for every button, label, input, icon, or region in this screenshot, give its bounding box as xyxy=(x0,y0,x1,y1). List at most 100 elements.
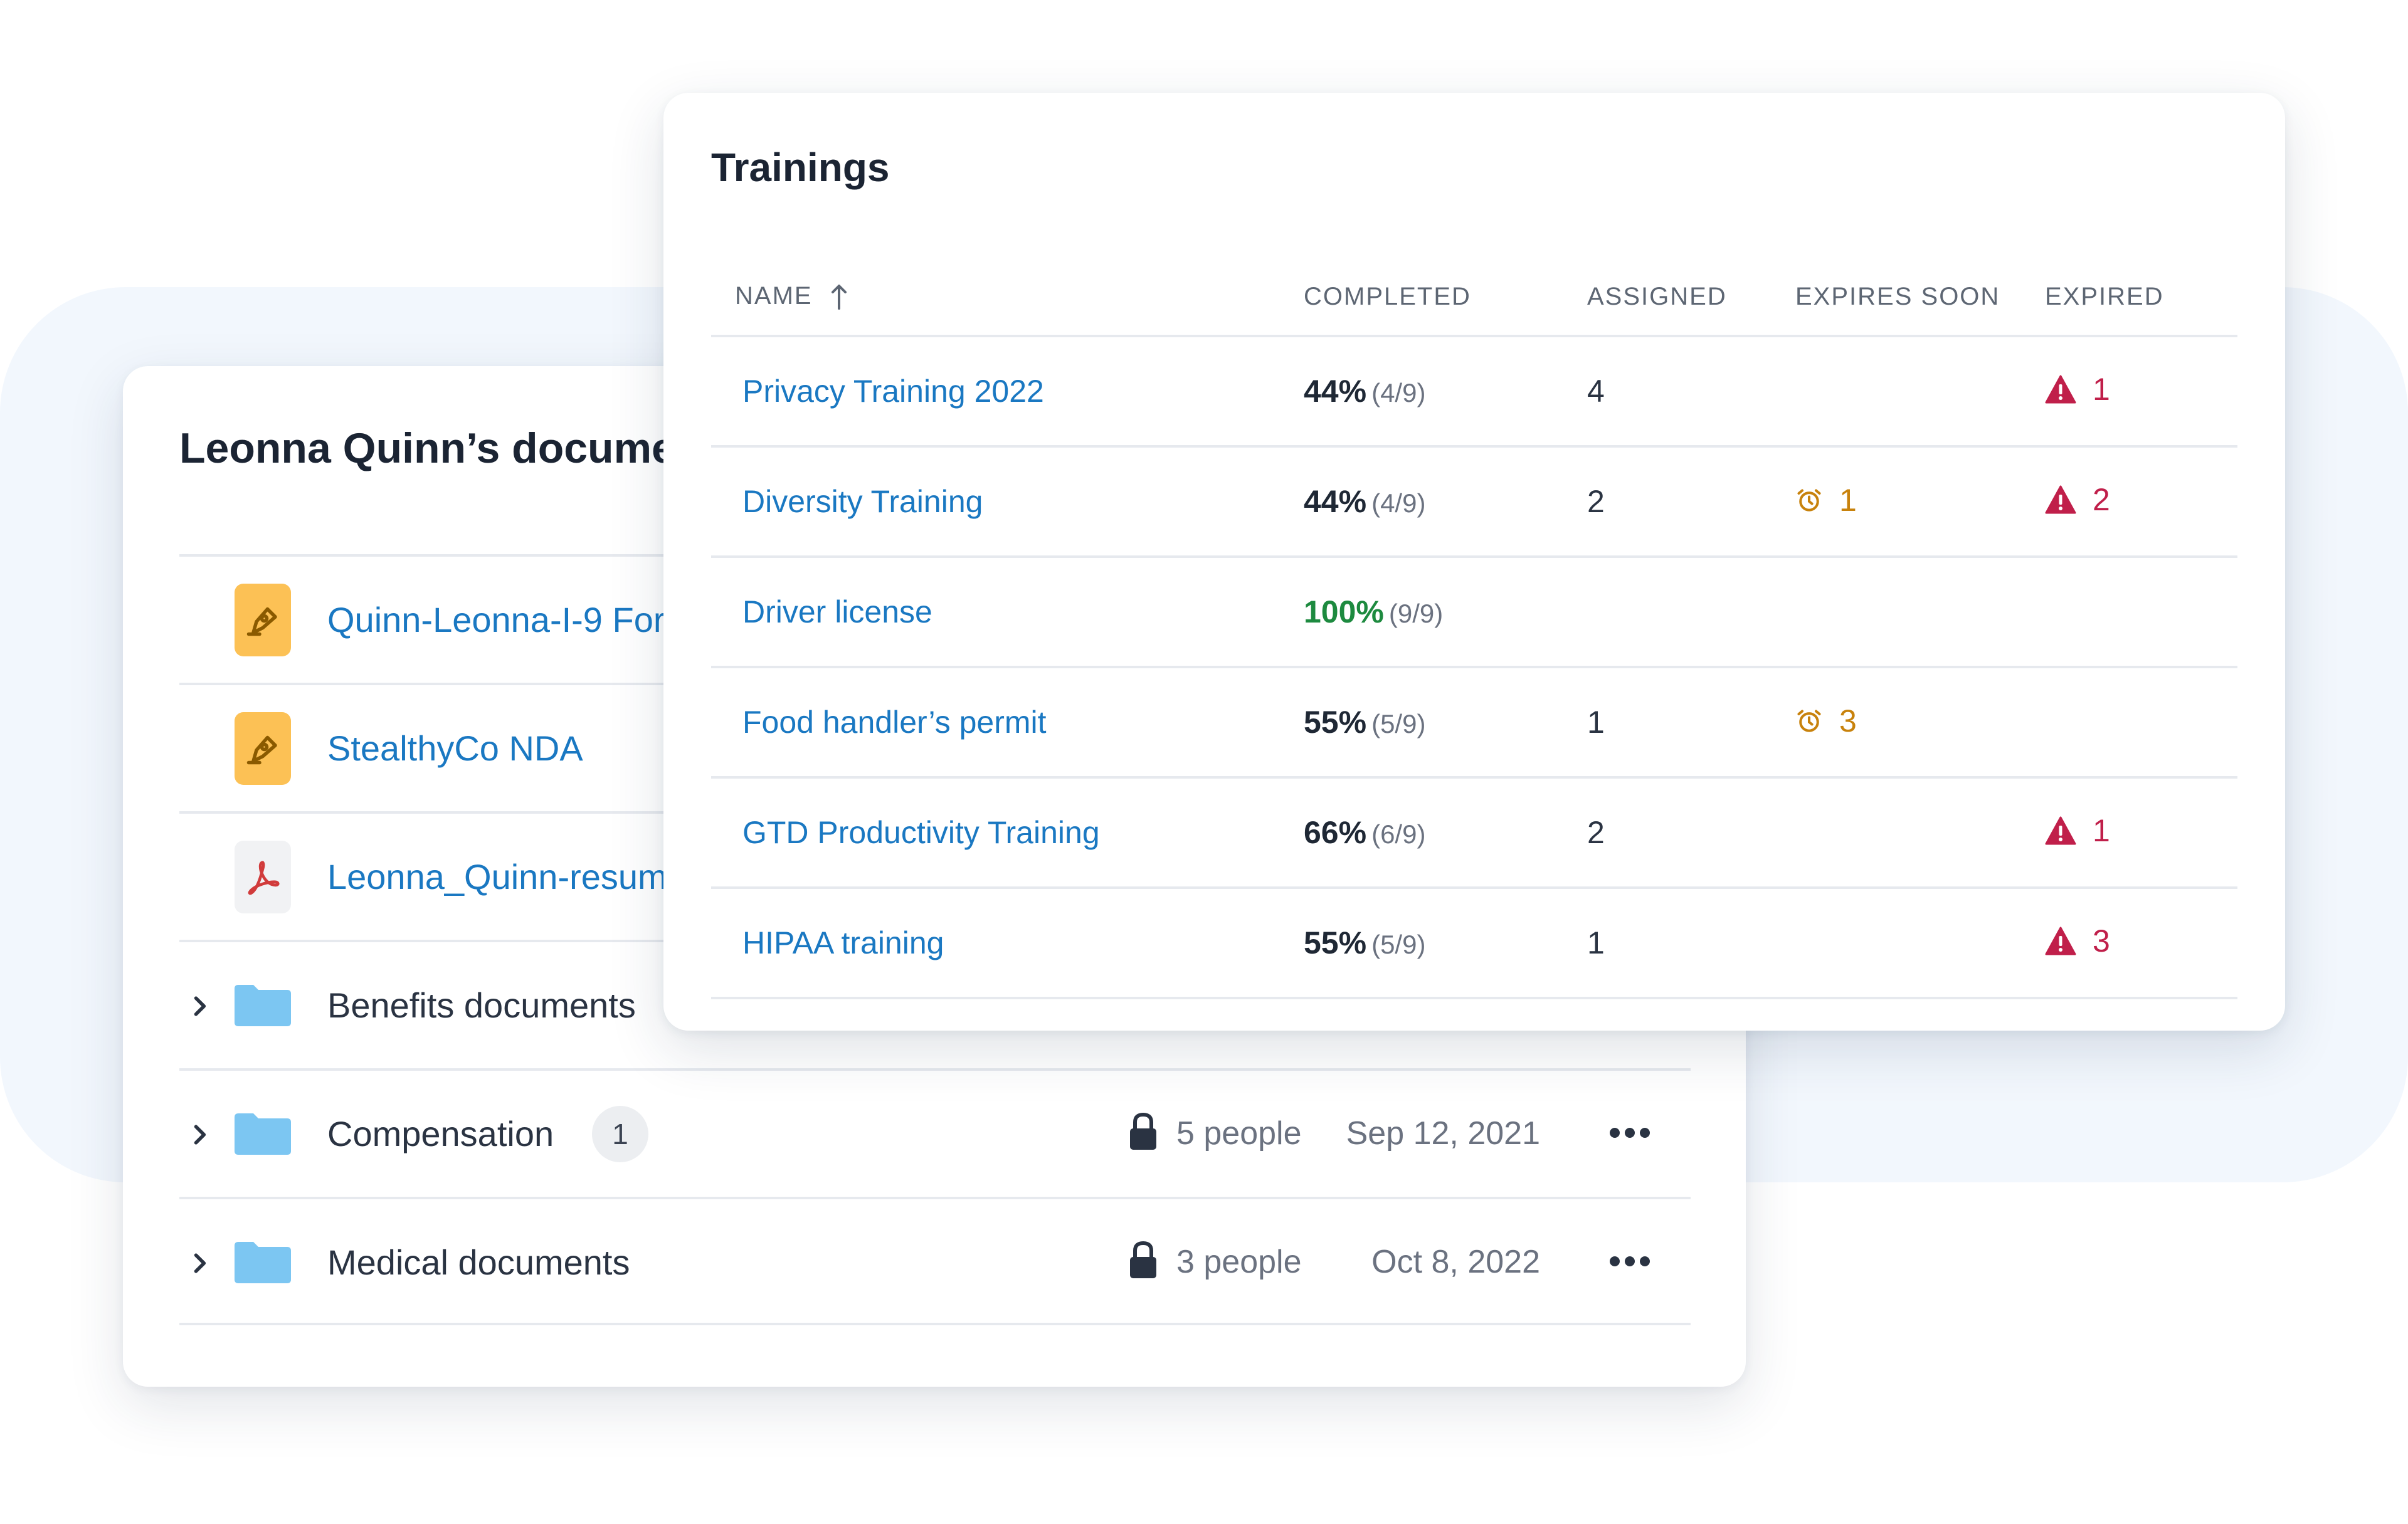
signature-pen-icon xyxy=(235,584,291,656)
completion-fraction: (5/9) xyxy=(1371,709,1426,738)
sort-ascending-icon[interactable] xyxy=(830,283,848,311)
modified-date: Oct 8, 2022 xyxy=(1371,1244,1540,1280)
chevron-right-icon[interactable] xyxy=(186,1249,213,1277)
column-header-name[interactable]: NAME xyxy=(711,258,1304,337)
warning-triangle-icon xyxy=(2045,927,2076,955)
column-header-expires-soon[interactable]: EXPIRES SOON xyxy=(1795,258,2045,337)
trainings-table: NAME COMPLETED ASSIGNED EXPIRES SOON EXP… xyxy=(711,258,2237,999)
expired-status[interactable]: 3 xyxy=(2045,923,2110,959)
training-name-link[interactable]: Diversity Training xyxy=(742,484,983,519)
column-header-completed[interactable]: COMPLETED xyxy=(1304,258,1587,337)
column-header-expired[interactable]: EXPIRED xyxy=(2045,258,2237,337)
training-name-cell: GTD Productivity Training xyxy=(711,777,1304,889)
signature-pen-icon xyxy=(235,712,291,785)
alarm-clock-icon xyxy=(1797,488,1821,512)
completion-percent: 44% xyxy=(1304,374,1367,409)
folder-name[interactable]: Compensation xyxy=(327,1114,554,1154)
table-row[interactable]: GTD Productivity Training 66% (6/9) 2 1 xyxy=(711,777,2237,889)
folder-icon xyxy=(235,985,291,1026)
assigned-count xyxy=(1587,557,1795,668)
expired-status[interactable]: 1 xyxy=(2045,812,2110,849)
training-name-link[interactable]: Food handler’s permit xyxy=(742,705,1047,740)
expired-cell: 1 xyxy=(2045,777,2237,889)
expired-count: 1 xyxy=(2093,372,2110,407)
table-row[interactable]: Driver license 100% (9/9) xyxy=(711,557,2237,668)
expires-soon-status[interactable]: 1 xyxy=(1795,482,1857,518)
completed-cell: 44% (4/9) xyxy=(1304,336,1587,448)
completion-fraction: (9/9) xyxy=(1388,599,1444,628)
file-link[interactable]: Quinn-Leonna-I-9 Form xyxy=(327,600,695,639)
expired-cell xyxy=(2045,557,2237,668)
training-name-link[interactable]: HIPAA training xyxy=(742,925,944,960)
table-row[interactable]: Privacy Training 2022 44% (4/9) 4 1 xyxy=(711,336,2237,448)
completion-fraction: (5/9) xyxy=(1371,930,1426,959)
expired-cell: 3 xyxy=(2045,888,2237,999)
folder-row[interactable]: Compensation 1 5 people Sep 12, 2021 xyxy=(179,1068,1691,1197)
training-name-link[interactable]: GTD Productivity Training xyxy=(742,815,1100,850)
expires-soon-count: 1 xyxy=(1839,482,1857,518)
completed-cell: 66% (6/9) xyxy=(1304,777,1587,889)
expired-status[interactable]: 2 xyxy=(2045,481,2110,518)
lock-icon xyxy=(1130,1241,1156,1278)
expires-soon-cell: 1 xyxy=(1795,446,2045,558)
access-text: 3 people xyxy=(1176,1244,1302,1280)
folder-name[interactable]: Benefits documents xyxy=(327,985,636,1025)
training-name-cell: HIPAA training xyxy=(711,888,1304,999)
expires-soon-count: 3 xyxy=(1839,703,1857,738)
completion-fraction: (4/9) xyxy=(1371,488,1426,518)
table-row[interactable]: HIPAA training 55% (5/9) 1 3 xyxy=(711,888,2237,999)
expired-count: 3 xyxy=(2093,923,2110,959)
expired-cell: 1 xyxy=(2045,336,2237,448)
completion-fraction: (6/9) xyxy=(1371,819,1426,849)
table-header-row: NAME COMPLETED ASSIGNED EXPIRES SOON EXP… xyxy=(711,258,2237,337)
completion-percent: 44% xyxy=(1304,484,1367,519)
training-name-cell: Food handler’s permit xyxy=(711,667,1304,779)
training-name-link[interactable]: Privacy Training 2022 xyxy=(742,374,1044,409)
expires-soon-status[interactable]: 3 xyxy=(1795,703,1857,739)
documents-list: Quinn-Leonna-I-9 Form StealthyCo NDA Leo… xyxy=(179,554,1691,1325)
expires-soon-cell xyxy=(1795,557,2045,668)
count-badge: 1 xyxy=(592,1106,648,1162)
alarm-clock-icon xyxy=(1797,709,1821,732)
column-header-label: NAME xyxy=(735,281,813,310)
lock-icon xyxy=(1130,1112,1156,1150)
expires-soon-cell xyxy=(1795,777,2045,889)
expired-count: 2 xyxy=(2093,482,2110,517)
table-row[interactable]: Food handler’s permit 55% (5/9) 1 3 xyxy=(711,667,2237,779)
training-name-link[interactable]: Driver license xyxy=(742,594,932,629)
trainings-card: Trainings NAME COMPLETED ASSIGNED EXPIRE… xyxy=(663,93,2285,1031)
folder-name[interactable]: Medical documents xyxy=(327,1243,630,1282)
completed-cell: 55% (5/9) xyxy=(1304,888,1587,999)
assigned-count: 1 xyxy=(1587,667,1795,779)
file-link[interactable]: Leonna_Quinn-resume xyxy=(327,857,687,896)
file-link[interactable]: StealthyCo NDA xyxy=(327,728,583,768)
warning-triangle-icon xyxy=(2045,485,2076,514)
expires-soon-cell: 3 xyxy=(1795,667,2045,779)
more-options-icon[interactable] xyxy=(1608,1123,1652,1142)
expired-count: 1 xyxy=(2093,813,2110,848)
completion-percent: 55% xyxy=(1304,925,1367,960)
expired-cell: 2 xyxy=(2045,446,2237,558)
more-options-icon[interactable] xyxy=(1608,1252,1652,1271)
completion-percent: 100% xyxy=(1304,594,1384,629)
assigned-count: 4 xyxy=(1587,336,1795,448)
training-name-cell: Driver license xyxy=(711,557,1304,668)
expires-soon-cell xyxy=(1795,888,2045,999)
chevron-right-icon[interactable] xyxy=(186,1121,213,1148)
completion-percent: 66% xyxy=(1304,815,1367,850)
warning-triangle-icon xyxy=(2045,816,2076,845)
assigned-count: 2 xyxy=(1587,446,1795,558)
assigned-count: 2 xyxy=(1587,777,1795,889)
column-header-assigned[interactable]: ASSIGNED xyxy=(1587,258,1795,337)
expired-cell xyxy=(2045,667,2237,779)
training-name-cell: Diversity Training xyxy=(711,446,1304,558)
folder-row[interactable]: Medical documents 3 people Oct 8, 2022 xyxy=(179,1197,1691,1325)
table-row[interactable]: Diversity Training 44% (4/9) 2 1 2 xyxy=(711,446,2237,558)
completion-fraction: (4/9) xyxy=(1371,378,1426,407)
access-text: 5 people xyxy=(1176,1115,1302,1152)
completed-cell: 100% (9/9) xyxy=(1304,557,1587,668)
chevron-right-icon[interactable] xyxy=(186,992,213,1020)
completed-cell: 55% (5/9) xyxy=(1304,667,1587,779)
expired-status[interactable]: 1 xyxy=(2045,371,2110,407)
pdf-icon xyxy=(235,841,291,913)
